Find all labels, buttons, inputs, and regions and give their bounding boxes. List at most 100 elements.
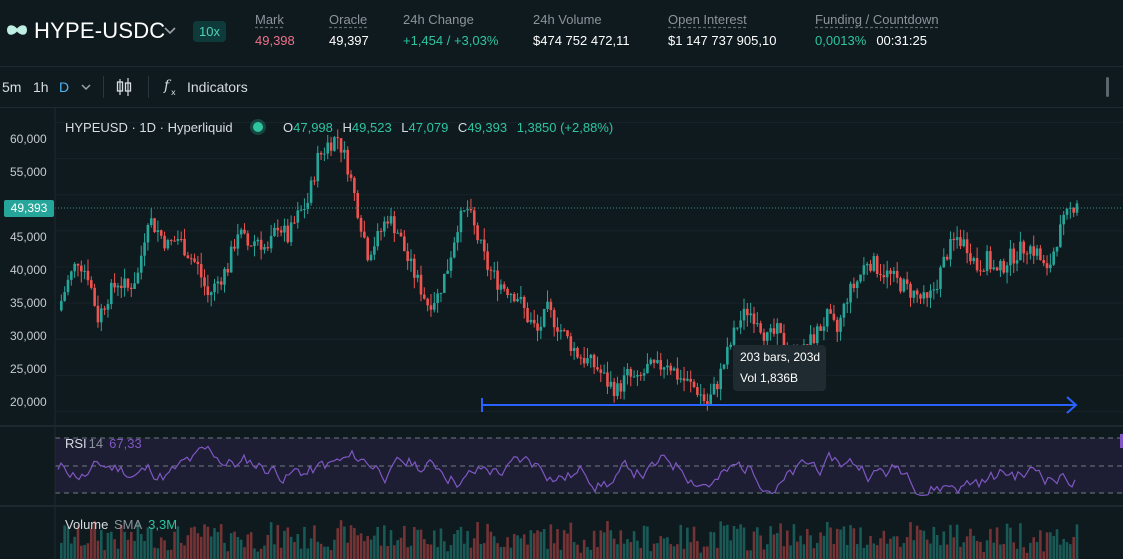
candle-body: [76, 263, 80, 266]
volume-bar: [139, 534, 143, 559]
candle: [283, 218, 286, 242]
candle: [979, 260, 982, 276]
volume-bar: [366, 535, 369, 559]
measure-arrow-icon: [1066, 396, 1078, 414]
candle-body: [579, 357, 583, 359]
candle: [429, 293, 433, 317]
volume-bar: [636, 540, 639, 559]
indicators-button[interactable]: Indicators: [187, 79, 248, 95]
candle: [879, 263, 882, 282]
candle-body: [506, 288, 509, 296]
volume-bar: [209, 536, 213, 559]
volume-bar: [865, 544, 869, 559]
candle: [116, 282, 120, 296]
volume-bar: [652, 543, 656, 559]
candle: [949, 231, 952, 267]
price-chart[interactable]: [0, 108, 1123, 559]
candles-icon[interactable]: [115, 77, 133, 97]
candle: [449, 250, 453, 278]
interval-d[interactable]: D: [59, 79, 70, 95]
candle: [662, 366, 666, 379]
volume-bar: [506, 537, 509, 559]
candle: [73, 262, 76, 278]
candle: [149, 208, 153, 228]
candle-body: [146, 225, 150, 243]
measure-tool: [481, 396, 1078, 414]
candle: [286, 218, 290, 244]
ohlc-close: 49,393: [467, 120, 508, 135]
volume-bar: [399, 537, 403, 559]
candle-body: [173, 240, 176, 242]
volume-bar: [1032, 537, 1036, 559]
candle-body: [696, 387, 699, 395]
volume-bar: [719, 521, 722, 559]
candle: [582, 347, 586, 368]
candle: [752, 306, 756, 334]
interval-5m[interactable]: 5m: [2, 79, 22, 95]
candle-body: [656, 360, 659, 363]
candle: [566, 330, 569, 339]
volume-bar: [156, 548, 160, 559]
candle-body: [619, 383, 623, 392]
volume-bar: [213, 528, 216, 559]
volume-bar: [269, 522, 273, 559]
chevron-down-icon[interactable]: [163, 23, 177, 37]
candle: [649, 357, 653, 366]
candle: [1052, 247, 1055, 267]
candle: [809, 325, 812, 349]
volume-bar: [975, 540, 979, 559]
volume-bar: [249, 532, 253, 559]
candle: [133, 272, 136, 290]
candle: [1012, 242, 1016, 273]
volume-bar: [369, 539, 373, 559]
volume-bar: [592, 530, 596, 559]
volume-bar: [582, 539, 586, 559]
candle-body: [176, 238, 180, 241]
volume-bar: [393, 545, 396, 559]
volume-bar: [313, 525, 316, 559]
candle-body: [209, 292, 213, 296]
candle-body: [865, 263, 869, 266]
candle-body: [1042, 259, 1045, 264]
candle-body: [556, 327, 559, 332]
interval-1h[interactable]: 1h: [33, 79, 49, 95]
volume-bar: [489, 531, 493, 559]
volume-bar: [66, 526, 70, 559]
candle: [519, 285, 523, 304]
volume-bar: [835, 528, 839, 559]
candle-body: [219, 281, 223, 285]
candle: [506, 286, 509, 299]
y-tick: 25,000: [10, 362, 47, 376]
volume-bar: [892, 536, 896, 559]
candle-body: [516, 299, 519, 302]
pair-selector[interactable]: HYPE-USDC: [34, 18, 166, 43]
svg-text:f: f: [163, 78, 172, 94]
candle-body: [592, 354, 596, 368]
candle-body: [436, 293, 439, 304]
candle: [572, 341, 576, 360]
volume-bar: [902, 543, 906, 559]
volume-bar: [389, 530, 393, 559]
stat-open-interest: Open Interest $1 147 737 905,10: [668, 12, 776, 48]
candle: [779, 322, 782, 334]
candle-body: [609, 381, 613, 387]
volume-bar: [676, 544, 679, 559]
candle: [1015, 251, 1019, 272]
volume-bar: [852, 528, 856, 559]
candle: [1072, 207, 1075, 218]
candle-body: [682, 378, 686, 381]
candle-body: [432, 303, 436, 310]
candle-body: [672, 368, 676, 371]
indicators-icon[interactable]: f x: [163, 77, 181, 97]
chevron-down-icon[interactable]: [80, 82, 92, 92]
candle: [819, 323, 822, 332]
volume-bar: [872, 543, 876, 559]
chart-area[interactable]: HYPEUSD · 1D · Hyperliquid O47,998 H49,5…: [0, 108, 1123, 559]
candle-body: [1009, 248, 1012, 266]
candle: [629, 366, 633, 387]
stat-funding: Funding / Countdown 0,0013% 00:31:25: [815, 12, 939, 48]
volume-bar: [932, 526, 936, 559]
candle: [656, 351, 659, 365]
volume-bar: [1002, 543, 1006, 559]
leverage-badge[interactable]: 10x: [193, 21, 226, 42]
